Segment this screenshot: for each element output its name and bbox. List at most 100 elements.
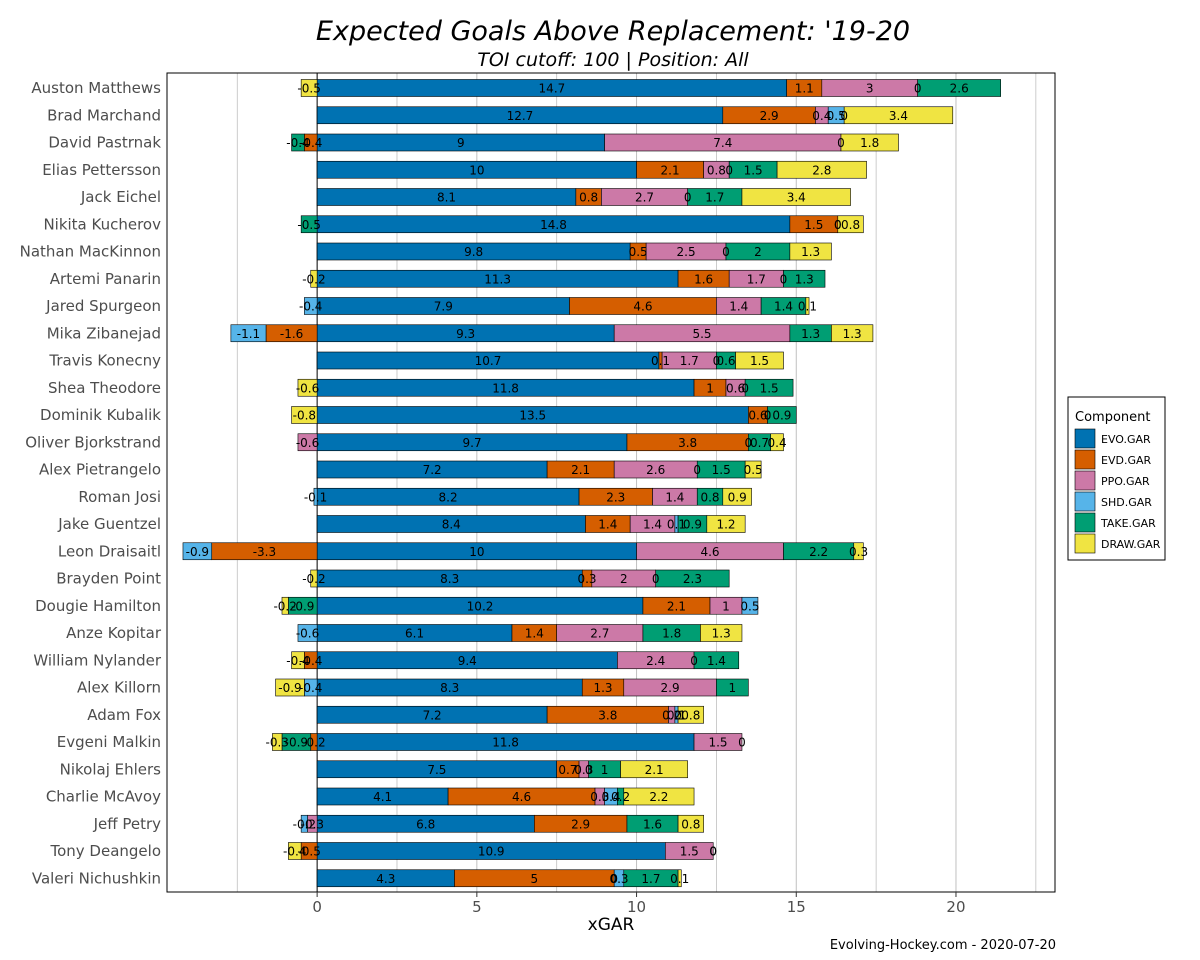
segment-value-label: -0.4 (286, 136, 309, 150)
segment-value-label: 1.6 (643, 817, 662, 831)
segment-value-label: 0.3 (577, 572, 596, 586)
player-label: Elias Pettersson (42, 161, 161, 179)
player-label: William Nylander (33, 651, 161, 669)
segment-value-label: 0 (837, 136, 845, 150)
segment-value-label: 1.5 (712, 463, 731, 477)
segment-value-label: 0 (914, 82, 922, 96)
segment-value-label: 2.1 (571, 463, 590, 477)
segment-value-label: 1.7 (641, 872, 660, 886)
segment-value-label: 1.5 (750, 354, 769, 368)
x-axis-label: xGAR (588, 915, 635, 935)
segment-value-label: 14.8 (540, 218, 567, 232)
segment-value-label: 10.9 (478, 845, 505, 859)
segment-value-label: 2.6 (646, 463, 665, 477)
segment-value-label: 2.5 (677, 245, 696, 259)
segment-value-label: 0.5 (740, 599, 759, 613)
segment-value-label: 6.8 (416, 817, 435, 831)
segment-value-label: 2.1 (667, 599, 686, 613)
segment-value-label: 1.5 (744, 163, 763, 177)
segment-value-label: 7.2 (423, 708, 442, 722)
segment-value-label: 8.3 (440, 681, 459, 695)
segment-value-label: 0.8 (841, 218, 860, 232)
player-label: Nikolaj Ehlers (60, 760, 162, 778)
player-label: Valeri Nichushkin (32, 869, 161, 887)
segment-value-label: 10.2 (467, 599, 494, 613)
segment-value-label: 14.7 (539, 82, 566, 96)
segment-value-label: -1.6 (280, 327, 303, 341)
segment-value-label: 2.8 (812, 163, 831, 177)
player-label: Shea Theodore (48, 379, 161, 397)
segment-value-label: 0.5 (744, 463, 763, 477)
segment-value-label: 10 (469, 545, 484, 559)
segment-value-label: 0 (840, 109, 848, 123)
segment-value-label: 4.1 (373, 790, 392, 804)
segment-value-label: 0.9 (728, 490, 747, 504)
player-label: Jeff Petry (93, 815, 162, 833)
player-label: Charlie McAvoy (46, 788, 161, 806)
player-label: Alex Pietrangelo (39, 461, 161, 479)
segment-value-label: -0.3 (265, 736, 288, 750)
player-label: Travis Konecny (48, 352, 161, 370)
player-label: Oliver Bjorkstrand (25, 433, 161, 451)
segment-value-label: 9 (457, 136, 465, 150)
segment-value-label: 3.8 (678, 436, 697, 450)
segment-value-label: 1.4 (643, 518, 662, 532)
x-tick-label: 10 (627, 898, 646, 916)
segment-value-label: 2.4 (646, 654, 665, 668)
x-axis-ticks: 0 5 10 15 20 (312, 892, 965, 916)
player-label: Anze Kopitar (66, 624, 162, 642)
segment-value-label: 1.7 (680, 354, 699, 368)
segment-value-label: -0.8 (293, 409, 316, 423)
segment-value-label: 8.3 (440, 572, 459, 586)
player-label: Nathan MacKinnon (20, 243, 161, 261)
segment-value-label: 1.4 (774, 300, 793, 314)
segment-value-label: 1.4 (707, 654, 726, 668)
segment-value-label: -0.1 (304, 490, 327, 504)
segment-value-label: 2.1 (661, 163, 680, 177)
segment-value-label: 0.8 (579, 191, 598, 205)
legend-label: SHD.GAR (1101, 496, 1152, 509)
segment-value-label: 1.3 (801, 245, 820, 259)
segment-value-label: 1 (706, 381, 714, 395)
segment-value-label: 0 (741, 381, 749, 395)
segment-value-label: 2.3 (606, 490, 625, 504)
segment-value-label: 1.2 (716, 518, 735, 532)
segment-value-label: 1.4 (729, 300, 748, 314)
segment-value-label: -0.9 (186, 545, 209, 559)
segment-value-label: 10 (469, 163, 484, 177)
segment-value-label: 0 (722, 245, 730, 259)
segment-value-label: 3.4 (889, 109, 908, 123)
segment-value-label: 1.5 (760, 381, 779, 395)
segment-value-label: 1.7 (747, 272, 766, 286)
segment-value-label: 9.3 (456, 327, 475, 341)
segment-value-label: 0 (780, 272, 788, 286)
segment-value-label: 8.1 (437, 191, 456, 205)
segment-value-label: 2.7 (590, 627, 609, 641)
segment-value-label: -3.3 (253, 545, 276, 559)
segment-value-label: -0.6 (296, 381, 319, 395)
segment-value-label: 0 (585, 763, 593, 777)
segment-value-label: 0 (693, 463, 701, 477)
segment-value-label: 0 (725, 163, 733, 177)
segment-value-label: 1.1 (795, 82, 814, 96)
segment-value-label: 2.9 (661, 681, 680, 695)
player-label: Jack Eichel (80, 188, 161, 206)
chart-subtitle: TOI cutoff: 100 | Position: All (477, 49, 749, 71)
segment-value-label: -0.5 (297, 82, 320, 96)
segment-value-label: -0.2 (273, 599, 296, 613)
segment-value-label: 0.8 (707, 163, 726, 177)
segment-value-label: 0.5 (629, 245, 648, 259)
segment-value-label: 0.8 (681, 817, 700, 831)
player-label: Mika Zibanejad (47, 324, 161, 342)
segment-value-label: 0 (690, 654, 698, 668)
segment-value-label: 2.9 (571, 817, 590, 831)
segment-value-label: 5.5 (692, 327, 711, 341)
legend-swatch (1075, 429, 1095, 448)
segment-value-label: 3.4 (787, 191, 806, 205)
legend-swatch (1075, 492, 1095, 511)
legend-title: Component (1075, 410, 1150, 425)
segment-value-label: 7.2 (423, 463, 442, 477)
segment-value-label: 10.7 (475, 354, 502, 368)
segment-value-label: 4.6 (633, 300, 652, 314)
